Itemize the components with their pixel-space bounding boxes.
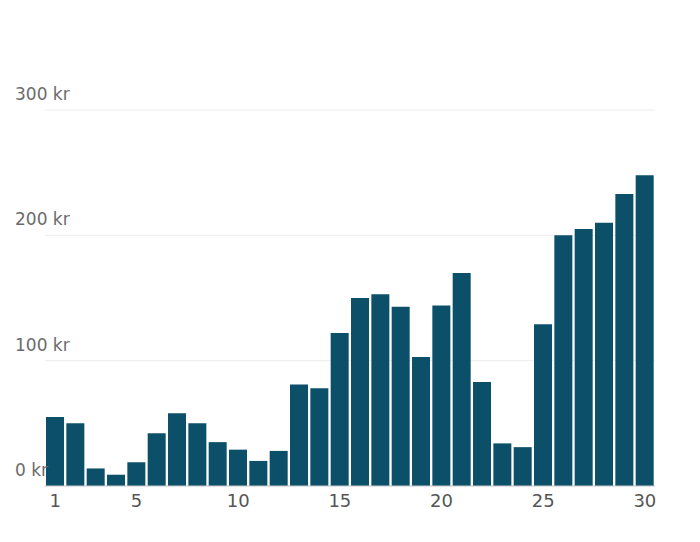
svg-text:30: 30 [633, 490, 656, 511]
svg-text:10: 10 [227, 490, 250, 511]
svg-text:15: 15 [328, 490, 351, 511]
svg-text:200 kr: 200 kr [15, 209, 70, 229]
svg-text:300 kr: 300 kr [15, 84, 70, 104]
svg-text:5: 5 [131, 490, 142, 511]
svg-text:25: 25 [532, 490, 555, 511]
svg-text:100 kr: 100 kr [15, 335, 70, 355]
svg-text:1: 1 [49, 490, 60, 511]
svg-text:0 kr: 0 kr [15, 460, 48, 480]
svg-text:20: 20 [430, 490, 453, 511]
